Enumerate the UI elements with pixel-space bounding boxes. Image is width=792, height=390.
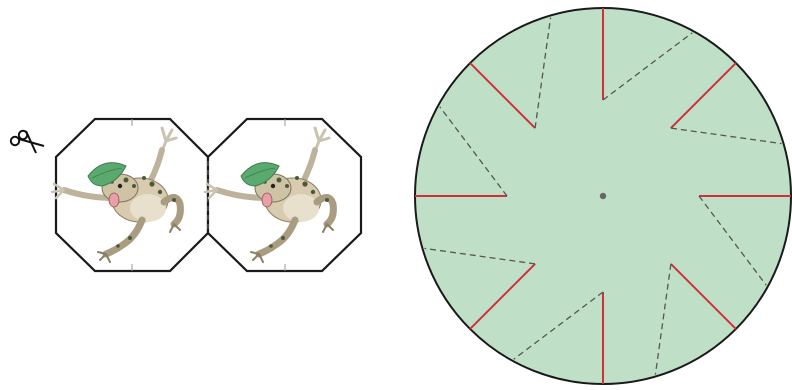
wheel-fold-line xyxy=(439,106,508,197)
wheel-fold-line xyxy=(513,291,604,360)
wheel-fold-line xyxy=(654,263,672,375)
wheel xyxy=(414,7,792,385)
wheel-fold-line xyxy=(534,17,552,129)
wheel-fold-line xyxy=(424,247,536,265)
octagon-cutout xyxy=(52,117,363,273)
wheel-cut-line xyxy=(670,62,737,129)
wheel-cut-line xyxy=(469,62,536,129)
wheel-fold-line xyxy=(670,127,782,145)
wheel-fold-line xyxy=(698,195,767,286)
wheel-center-dot xyxy=(599,192,607,200)
wheel-fold-line xyxy=(602,32,693,101)
wheel-cut-line xyxy=(670,263,737,330)
wheel-slits xyxy=(415,8,791,384)
scissors-icon xyxy=(9,129,45,154)
wheel-cut-line xyxy=(469,263,536,330)
